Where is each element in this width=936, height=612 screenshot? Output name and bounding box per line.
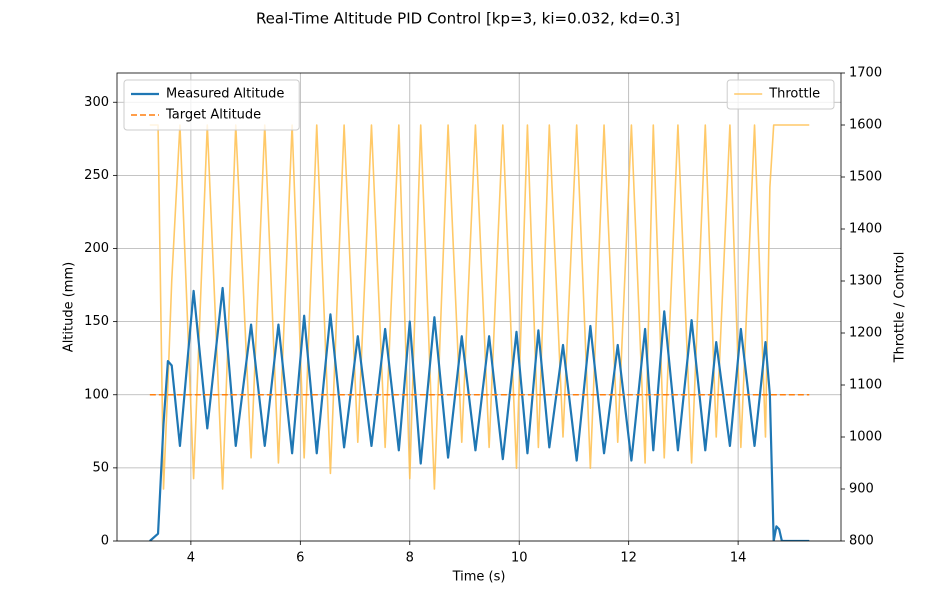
y2-tick-label: 1400 xyxy=(849,222,882,237)
legend-box xyxy=(123,79,300,131)
y2-tick-label: 1700 xyxy=(849,66,882,81)
y2-axis-label: Throttle / Control xyxy=(893,252,908,364)
y2-tick-label: 1000 xyxy=(849,430,882,445)
y-tick-label: 300 xyxy=(84,95,109,110)
plot-frame xyxy=(116,72,842,542)
legend: Throttle xyxy=(726,79,835,110)
legend-label: Target Altitude xyxy=(165,108,261,123)
data-line xyxy=(149,286,810,541)
x-tick-label: 8 xyxy=(406,551,414,566)
y-tick-label: 200 xyxy=(84,241,109,256)
y-tick-label: 0 xyxy=(101,534,109,549)
x-tick-label: 6 xyxy=(296,551,304,566)
y2-tick-label: 900 xyxy=(849,482,874,497)
x-axis-label: Time (s) xyxy=(452,570,506,585)
y2-tick-label: 1200 xyxy=(849,326,882,341)
y-tick-label: 150 xyxy=(84,314,109,329)
legend-label: Measured Altitude xyxy=(166,87,284,102)
y2-tick-label: 1600 xyxy=(849,118,882,133)
y2-tick-label: 1300 xyxy=(849,274,882,289)
x-tick-label: 10 xyxy=(511,551,528,566)
x-tick-label: 4 xyxy=(187,551,195,566)
grid xyxy=(117,73,841,542)
data-line xyxy=(149,124,810,490)
legend-label: Throttle xyxy=(768,87,820,102)
legend-box xyxy=(726,79,835,110)
x-tick-label: 12 xyxy=(620,551,637,566)
y2-tick-label: 1500 xyxy=(849,170,882,185)
x-tick-label: 14 xyxy=(730,551,747,566)
legend: Measured Altitude Target Altitude xyxy=(123,79,300,131)
y-tick-label: 50 xyxy=(92,460,109,475)
y-tick-label: 250 xyxy=(84,168,109,183)
chart-title: Real-Time Altitude PID Control [kp=3, ki… xyxy=(256,10,680,28)
y-axis-label: Altitude (mm) xyxy=(62,262,77,352)
y-tick-label: 100 xyxy=(84,387,109,402)
y2-tick-label: 1100 xyxy=(849,378,882,393)
y2-tick-label: 800 xyxy=(849,534,874,549)
